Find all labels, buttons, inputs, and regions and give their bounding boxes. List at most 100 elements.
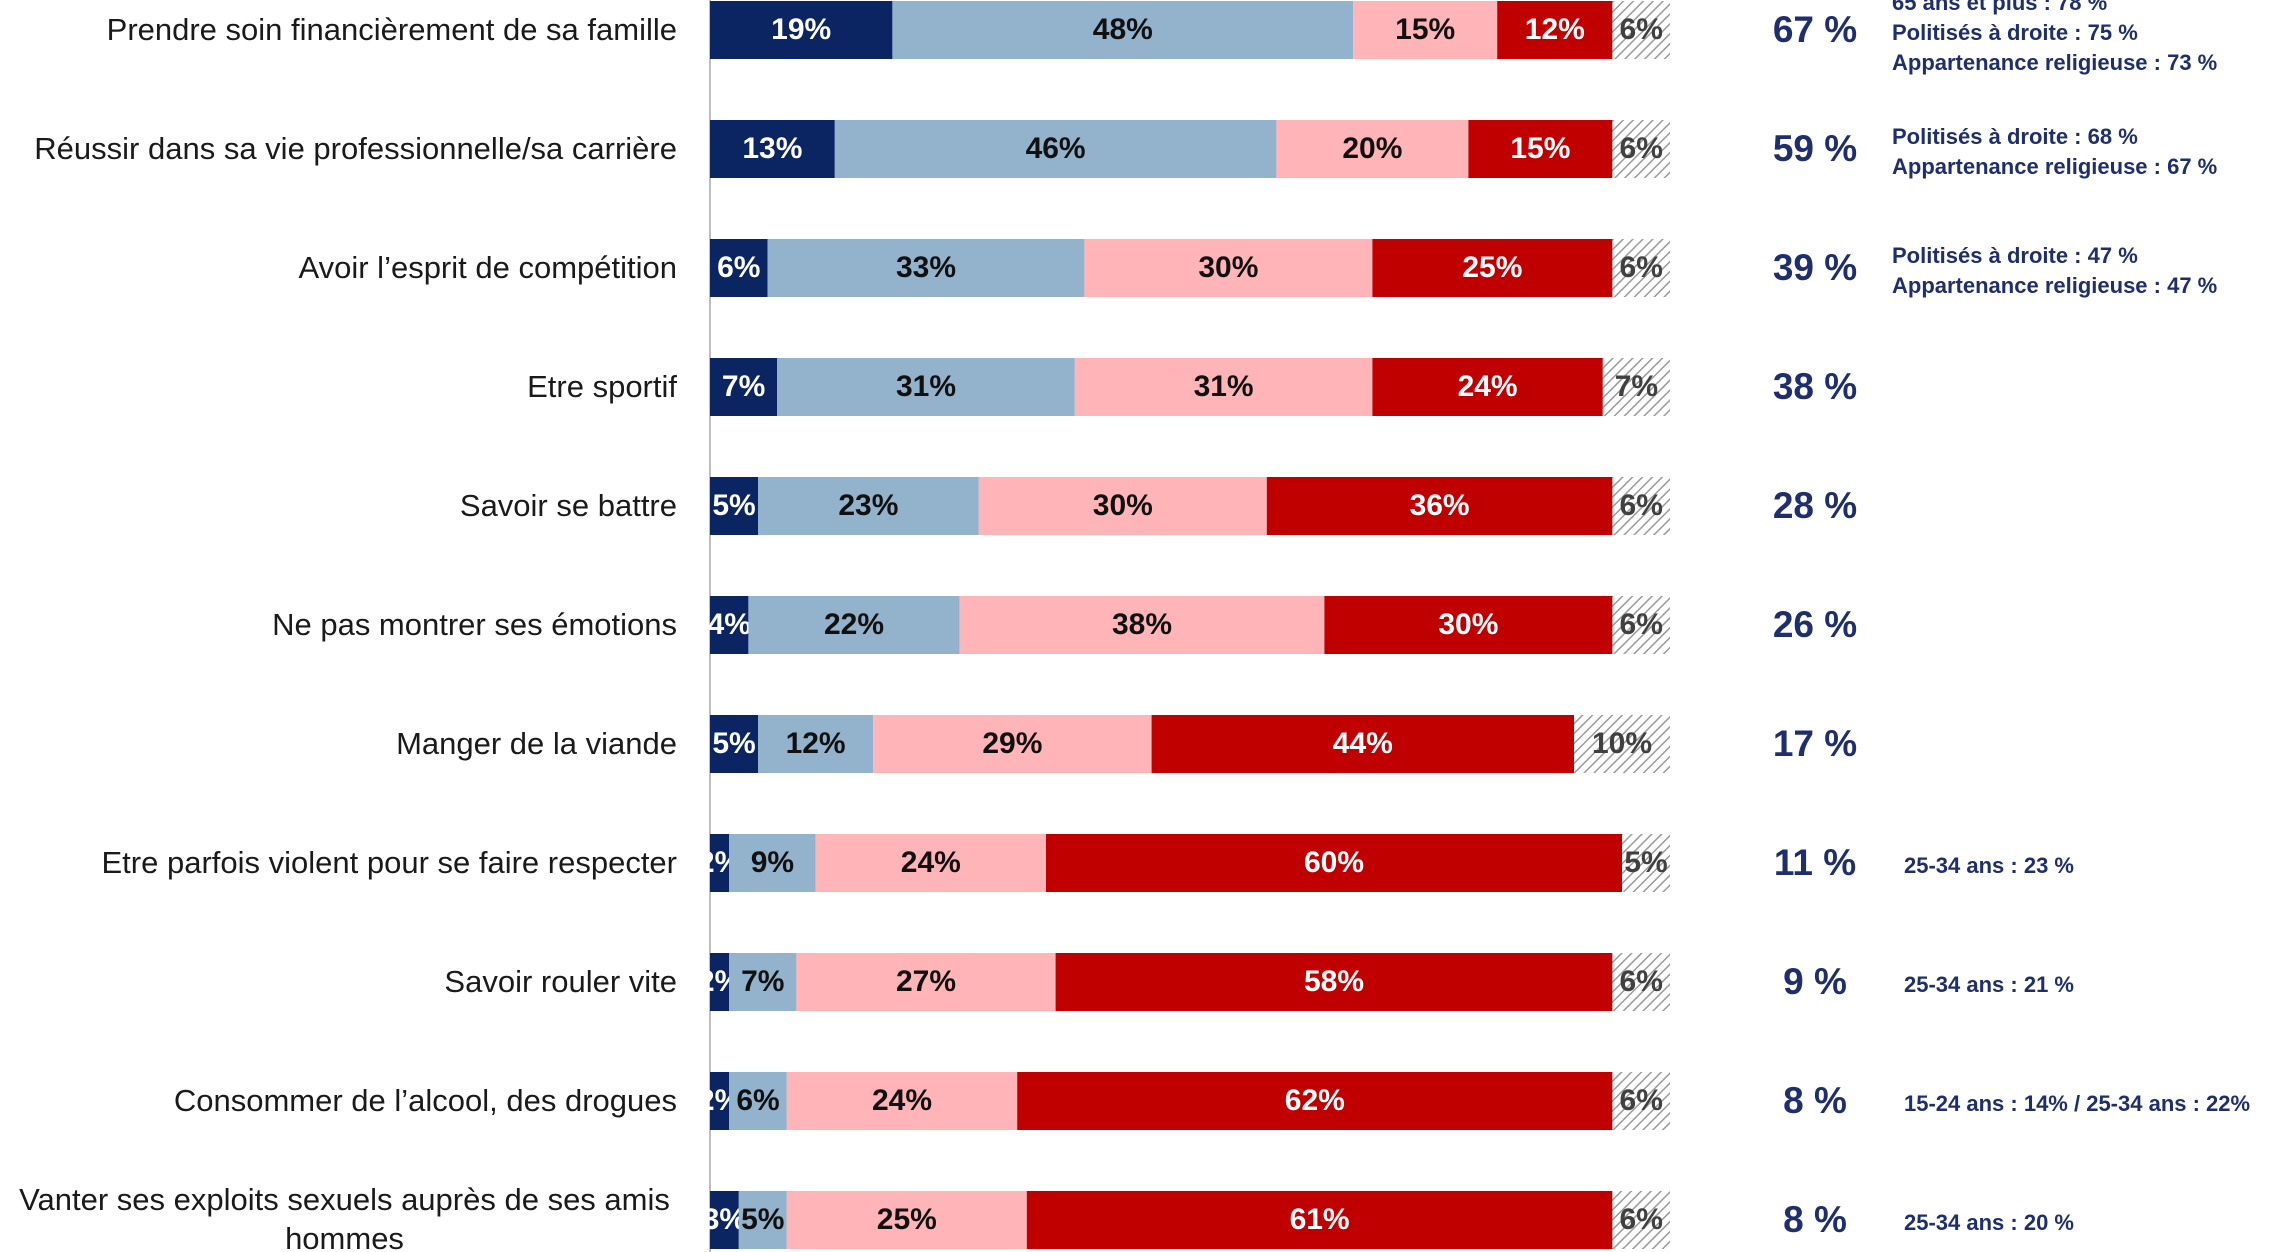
bar-segment (1468, 120, 1613, 178)
value-label: 61% (1290, 1203, 1350, 1236)
note-text: 15-24 ans : 14% / 25-34 ans : 22% (1904, 1091, 2250, 1116)
value-label: 60% (1304, 846, 1364, 879)
bar-segment (1612, 1, 1670, 59)
value-label: 6% (717, 251, 760, 284)
bar-segment (729, 1072, 787, 1130)
bar-segment (1612, 1072, 1670, 1130)
category-label: Etre sportif (0, 328, 677, 447)
bar-segment (1055, 953, 1613, 1011)
note-text: 65 ans et plus : 78 % (1892, 0, 2107, 15)
value-label: 31% (896, 370, 956, 403)
category-text: Etre parfois violent pour se faire respe… (101, 844, 678, 880)
bar-segment (1602, 358, 1670, 416)
bar-segment (710, 477, 758, 535)
value-label: 7% (722, 370, 765, 403)
value-label: 10% (1592, 727, 1652, 760)
note-text: 25-34 ans : 20 % (1904, 1210, 2074, 1235)
bar-segment (710, 1, 893, 59)
value-label: 5% (712, 489, 755, 522)
value-label: 6% (1620, 608, 1663, 641)
value-label: 24% (872, 1084, 932, 1117)
value-label: 5% (741, 1203, 784, 1236)
value-label: 19% (771, 13, 831, 46)
bar-segment (786, 1191, 1027, 1249)
value-label: 15% (1510, 132, 1570, 165)
bar-segment (1612, 953, 1670, 1011)
bar-segment (738, 1191, 787, 1249)
value-label: 38% (1112, 608, 1172, 641)
bar-segment (834, 120, 1277, 178)
bar-segment (1324, 596, 1613, 654)
bar-segment (729, 953, 797, 1011)
value-label: 22% (824, 608, 884, 641)
bar-segment (1266, 477, 1613, 535)
bar-segment (796, 953, 1056, 1011)
category-label: Savoir rouler vite (0, 923, 677, 1042)
value-label: 62% (1285, 1084, 1345, 1117)
bar-segment (1276, 120, 1469, 178)
total-label: 39 % (1773, 247, 1857, 288)
bar-segment (786, 1072, 1018, 1130)
note-text: Politisés à droite : 75 % (1892, 20, 2138, 45)
bar-segment (1372, 358, 1603, 416)
value-label: 25% (877, 1203, 937, 1236)
bar-segment (729, 834, 816, 892)
note-text: Appartenance religieuse : 47 % (1892, 273, 2217, 298)
total-label: 17 % (1773, 723, 1857, 764)
category-text: Manger de la viande (396, 725, 677, 761)
note-text: 25-34 ans : 23 % (1904, 853, 2074, 878)
total-label: 59 % (1773, 128, 1857, 169)
value-label: 6% (736, 1084, 779, 1117)
bar-segment (767, 239, 1085, 297)
value-label: 36% (1410, 489, 1470, 522)
bar-segment (1151, 715, 1574, 773)
category-text: Savoir rouler vite (444, 963, 677, 999)
value-label: 6% (1620, 251, 1663, 284)
value-label: 30% (1093, 489, 1153, 522)
value-label: 20% (1342, 132, 1402, 165)
bar-segment (710, 1072, 730, 1130)
bar-segment (710, 596, 749, 654)
bar-segment (959, 596, 1325, 654)
value-label: 23% (838, 489, 898, 522)
bar-segment (892, 1, 1354, 59)
category-text: Vanter ses exploits sexuels auprès de se… (19, 1182, 670, 1252)
value-label: 7% (741, 965, 784, 998)
note-text: Politisés à droite : 68 % (1892, 124, 2138, 149)
category-label: Prendre soin financièrement de sa famill… (0, 0, 677, 90)
value-label: 6% (1620, 13, 1663, 46)
bar-segment (758, 477, 979, 535)
category-text: Savoir se battre (459, 487, 677, 523)
bar-segment (710, 715, 758, 773)
value-label: 12% (1525, 13, 1585, 46)
bar-segment (1017, 1072, 1613, 1130)
value-label: 25% (1462, 251, 1522, 284)
value-label: 58% (1304, 965, 1364, 998)
note-text: 25-34 ans : 21 % (1904, 972, 2074, 997)
bar-segment (1084, 239, 1373, 297)
value-label: 5% (1624, 846, 1667, 879)
value-label: 27% (896, 965, 956, 998)
bar-segment (758, 715, 874, 773)
bar-segment (748, 596, 960, 654)
value-label: 24% (1458, 370, 1518, 403)
value-label: 30% (1198, 251, 1258, 284)
category-text: Réussir dans sa vie professionnelle/sa c… (34, 130, 677, 166)
total-label: 26 % (1773, 604, 1857, 645)
total-label: 38 % (1773, 366, 1857, 407)
bar-segment (1612, 596, 1670, 654)
category-text: Consommer de l’alcool, des drogues (173, 1082, 677, 1118)
bar-segment (1074, 358, 1373, 416)
bar-segment (710, 120, 835, 178)
value-label: 15% (1395, 13, 1455, 46)
note-text: Appartenance religieuse : 73 % (1892, 50, 2217, 75)
bar-segment (710, 834, 730, 892)
value-label: 44% (1333, 727, 1393, 760)
category-text: Prendre soin financièrement de sa famill… (106, 11, 677, 47)
value-label: 48% (1093, 13, 1153, 46)
value-label: 5% (712, 727, 755, 760)
bar-segment (710, 358, 778, 416)
value-label: 13% (742, 132, 802, 165)
